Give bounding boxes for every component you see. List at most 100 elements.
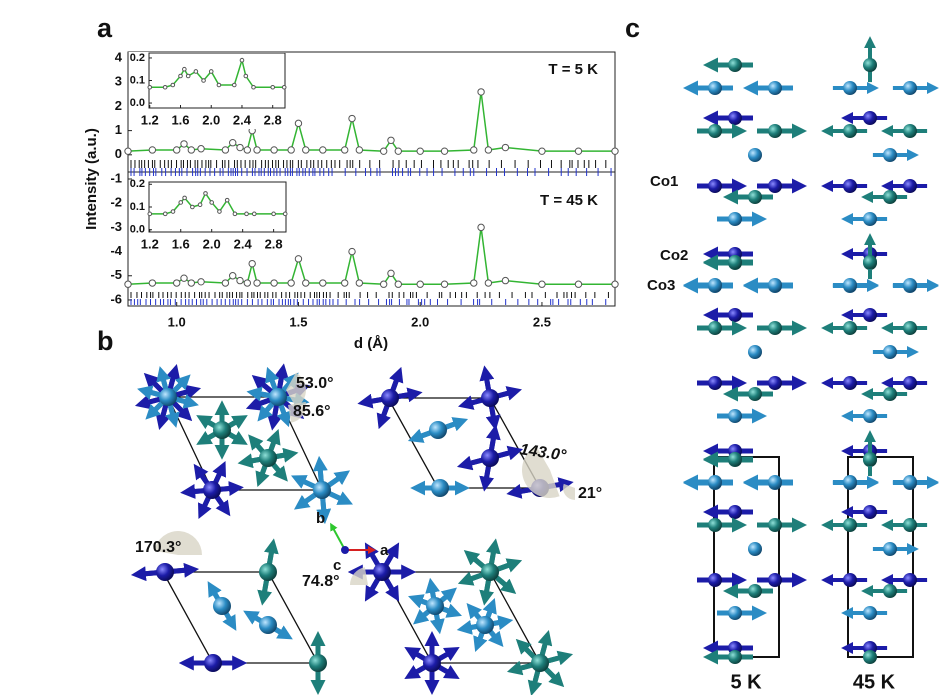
data-point — [470, 279, 478, 287]
axis-origin — [341, 546, 349, 554]
atom — [728, 308, 742, 322]
atom — [748, 584, 762, 598]
atom — [768, 573, 782, 587]
data-point — [208, 69, 214, 74]
angle-label: 21° — [578, 485, 602, 502]
inset-x-tick-label: 1.6 — [172, 236, 190, 251]
angle-label: 53.0° — [296, 375, 334, 392]
atom — [748, 148, 762, 162]
atom — [423, 654, 441, 672]
atom — [728, 650, 742, 664]
atom — [768, 124, 782, 138]
atom — [863, 58, 877, 72]
data-point — [173, 279, 181, 287]
atom — [309, 654, 327, 672]
atom — [429, 421, 447, 439]
atom — [863, 606, 877, 620]
data-point — [221, 279, 230, 287]
data-point — [574, 147, 583, 155]
axis-arrow — [330, 522, 346, 551]
inset-y-tick-label: 0.2 — [130, 52, 145, 64]
atom — [213, 421, 231, 439]
angle-wedge — [563, 483, 575, 500]
y-tick-label: -2 — [110, 195, 122, 210]
data-point — [187, 279, 196, 287]
atom — [728, 606, 742, 620]
atom — [213, 597, 231, 615]
unit-cell — [386, 397, 542, 489]
axis-label: a — [380, 542, 389, 559]
data-point — [229, 272, 237, 280]
atom — [708, 81, 722, 95]
atom — [883, 148, 897, 162]
data-line — [149, 57, 285, 89]
y-tick-label: 4 — [115, 49, 123, 64]
atom — [431, 479, 449, 497]
data-point — [271, 211, 276, 217]
data-line — [149, 191, 286, 215]
atom — [903, 278, 917, 292]
data-point — [236, 143, 244, 152]
atom — [728, 505, 742, 519]
atom — [903, 475, 917, 489]
temperature-label: 45 K — [853, 671, 896, 693]
data-point — [611, 280, 619, 288]
data-point — [538, 280, 546, 288]
inset-y-tick-label: 0.0 — [130, 224, 145, 236]
atom — [903, 321, 917, 335]
data-point — [251, 211, 257, 217]
data-point — [197, 145, 205, 153]
data-point — [501, 143, 510, 152]
data-point — [243, 146, 252, 154]
data-point — [162, 211, 168, 217]
panel-label: b — [97, 326, 114, 356]
data-point — [319, 279, 327, 287]
data-point — [244, 211, 249, 217]
data-point — [209, 200, 214, 205]
data-point — [302, 146, 310, 154]
data-point — [501, 276, 510, 285]
data-point — [124, 147, 132, 155]
data-point — [182, 195, 187, 201]
data-point — [243, 279, 252, 287]
atom — [531, 654, 549, 672]
atom — [728, 255, 742, 269]
atom — [843, 321, 857, 335]
data-point — [341, 146, 349, 154]
data-point — [477, 223, 485, 232]
data-point — [484, 279, 493, 287]
data-point — [253, 146, 261, 154]
atom — [883, 345, 897, 359]
data-point — [251, 84, 256, 90]
atom — [728, 58, 742, 72]
data-point — [148, 279, 157, 287]
atom — [476, 616, 494, 634]
y-tick-label: 0 — [115, 146, 122, 161]
atom — [863, 212, 877, 226]
atom — [883, 584, 897, 598]
atom — [903, 518, 917, 532]
atom — [708, 518, 722, 532]
data-point — [236, 276, 244, 285]
data-point — [355, 279, 364, 287]
atom — [481, 563, 499, 581]
data-point — [162, 84, 168, 90]
data-point — [229, 139, 237, 147]
data-point — [302, 279, 310, 287]
panel-c — [683, 36, 939, 665]
atom — [883, 542, 897, 556]
atom — [381, 389, 399, 407]
atom — [708, 321, 722, 335]
unit-cell — [713, 456, 780, 658]
annotation: T = 45 K — [540, 192, 598, 209]
temperature-label: 5 K — [730, 671, 762, 693]
data-point — [201, 78, 206, 83]
data-point — [147, 211, 153, 217]
atom — [156, 563, 174, 581]
atom — [903, 81, 917, 95]
data-point — [387, 269, 395, 278]
data-point — [416, 147, 424, 155]
atom — [708, 278, 722, 292]
atom — [903, 573, 917, 587]
